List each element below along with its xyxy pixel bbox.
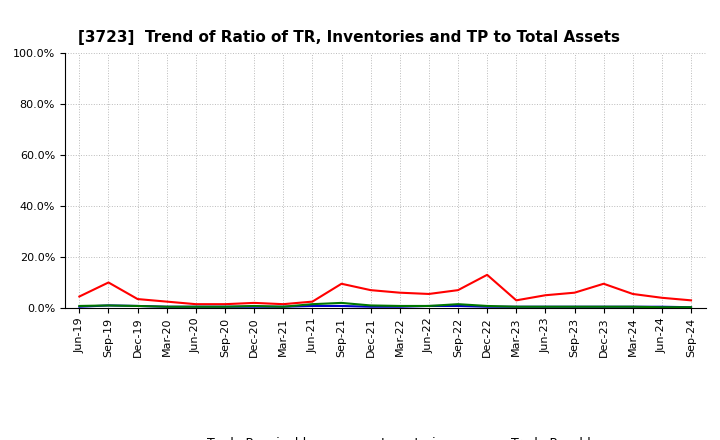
- Trade Receivables: [250, 300, 258, 305]
- Inventories: [192, 304, 200, 309]
- Inventories: [104, 303, 113, 308]
- Trade Receivables: [541, 293, 550, 298]
- Inventories: [512, 304, 521, 309]
- Trade Payables: [541, 304, 550, 309]
- Trade Payables: [133, 303, 142, 308]
- Trade Receivables: [629, 291, 637, 297]
- Inventories: [570, 304, 579, 309]
- Line: Inventories: Inventories: [79, 305, 691, 307]
- Trade Receivables: [483, 272, 492, 278]
- Inventories: [163, 304, 171, 309]
- Trade Payables: [366, 303, 375, 308]
- Inventories: [337, 303, 346, 308]
- Trade Receivables: [133, 297, 142, 302]
- Trade Receivables: [512, 298, 521, 303]
- Trade Payables: [657, 304, 666, 310]
- Trade Receivables: [104, 280, 113, 285]
- Trade Payables: [163, 304, 171, 309]
- Inventories: [483, 304, 492, 309]
- Trade Payables: [250, 303, 258, 308]
- Trade Payables: [687, 304, 696, 310]
- Trade Payables: [512, 304, 521, 309]
- Trade Receivables: [192, 301, 200, 307]
- Inventories: [250, 304, 258, 309]
- Trade Payables: [395, 303, 404, 308]
- Trade Receivables: [425, 291, 433, 297]
- Line: Trade Payables: Trade Payables: [79, 303, 691, 307]
- Legend: Trade Receivables, Inventories, Trade Payables: Trade Receivables, Inventories, Trade Pa…: [161, 432, 610, 440]
- Inventories: [220, 304, 229, 309]
- Trade Receivables: [687, 298, 696, 303]
- Inventories: [425, 303, 433, 308]
- Trade Receivables: [366, 287, 375, 293]
- Trade Payables: [75, 303, 84, 308]
- Trade Receivables: [308, 299, 317, 304]
- Trade Receivables: [657, 295, 666, 301]
- Trade Payables: [425, 303, 433, 308]
- Trade Receivables: [395, 290, 404, 295]
- Inventories: [395, 304, 404, 309]
- Inventories: [629, 304, 637, 309]
- Inventories: [541, 304, 550, 309]
- Inventories: [366, 304, 375, 309]
- Trade Receivables: [570, 290, 579, 295]
- Trade Payables: [279, 304, 287, 309]
- Inventories: [279, 304, 287, 309]
- Trade Payables: [570, 304, 579, 309]
- Inventories: [687, 304, 696, 310]
- Trade Receivables: [220, 301, 229, 307]
- Trade Payables: [629, 304, 637, 309]
- Trade Receivables: [75, 294, 84, 299]
- Trade Payables: [220, 304, 229, 309]
- Inventories: [599, 304, 608, 309]
- Line: Trade Receivables: Trade Receivables: [79, 275, 691, 304]
- Inventories: [75, 304, 84, 309]
- Trade Payables: [454, 301, 462, 307]
- Inventories: [133, 303, 142, 308]
- Trade Payables: [337, 300, 346, 305]
- Trade Payables: [599, 304, 608, 309]
- Trade Receivables: [279, 301, 287, 307]
- Inventories: [308, 303, 317, 308]
- Trade Receivables: [599, 281, 608, 286]
- Trade Payables: [192, 304, 200, 309]
- Inventories: [657, 304, 666, 309]
- Text: [3723]  Trend of Ratio of TR, Inventories and TP to Total Assets: [3723] Trend of Ratio of TR, Inventories…: [78, 29, 620, 45]
- Trade Receivables: [454, 287, 462, 293]
- Trade Payables: [308, 301, 317, 307]
- Trade Payables: [483, 303, 492, 308]
- Trade Receivables: [337, 281, 346, 286]
- Inventories: [454, 303, 462, 308]
- Trade Payables: [104, 303, 113, 308]
- Trade Receivables: [163, 299, 171, 304]
